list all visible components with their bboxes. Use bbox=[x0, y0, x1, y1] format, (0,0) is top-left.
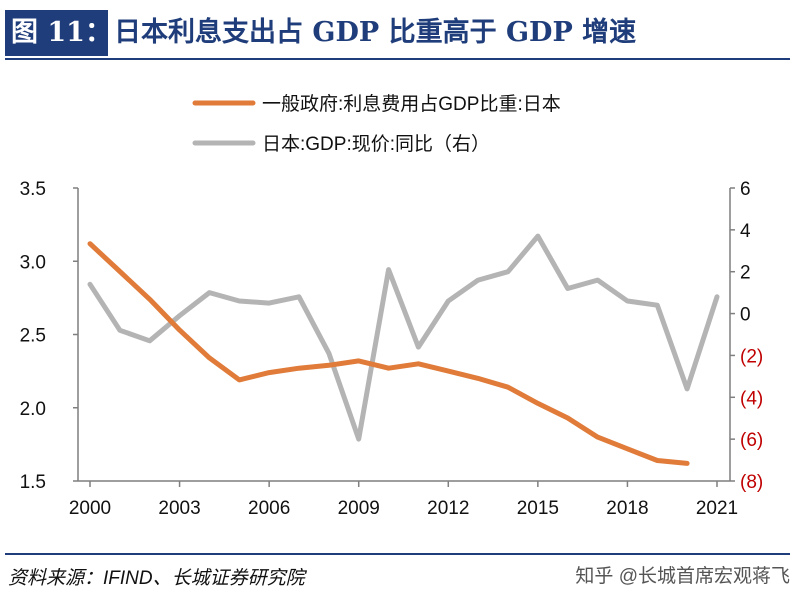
x-axis-tick-label: 2018 bbox=[606, 498, 648, 519]
x-axis-tick-label: 2006 bbox=[248, 498, 290, 519]
series-line-interest-to-gdp bbox=[87, 241, 690, 466]
right-axis-tick-label: 6 bbox=[740, 179, 751, 200]
series-line-gdp-growth bbox=[87, 233, 720, 442]
right-axis-tick-label: 4 bbox=[740, 221, 751, 242]
right-axis-tick-label: (2) bbox=[740, 346, 763, 367]
right-axis-tick-label: (4) bbox=[740, 388, 763, 409]
chart-axes: 1.5 2.0 2.5 3.0 3.5 6 4 2 0 (2) (4) (6) (8) 2000 2003 2… bbox=[20, 179, 764, 519]
left-axis-tick-label: 3.0 bbox=[20, 252, 46, 273]
right-axis-tick-label: 0 bbox=[740, 305, 751, 326]
title-rule bbox=[5, 58, 790, 60]
right-axis-tick-label: (6) bbox=[740, 430, 763, 451]
right-axis-tick-label: (8) bbox=[740, 472, 763, 493]
left-axis-tick-label: 2.0 bbox=[20, 399, 46, 420]
x-axis-tick-label: 2009 bbox=[338, 498, 380, 519]
x-axis-tick-label: 2003 bbox=[158, 498, 200, 519]
x-axis-tick-label: 2021 bbox=[696, 498, 738, 519]
figure-label: 图 11： bbox=[5, 10, 112, 56]
legend-label: 日本:GDP:现价:同比（右） bbox=[262, 133, 490, 155]
left-axis-tick-label: 2.5 bbox=[20, 326, 46, 347]
source-note: 资料来源：IFIND、长城证券研究院 bbox=[8, 568, 305, 589]
x-axis-tick-label: 2000 bbox=[69, 498, 111, 519]
x-axis-tick-label: 2015 bbox=[517, 498, 559, 519]
legend-label: 一般政府:利息费用占GDP比重:日本 bbox=[262, 93, 561, 115]
watermark: 知乎 @长城首席宏观蒋飞 bbox=[575, 566, 790, 587]
right-axis-tick-label: 2 bbox=[740, 263, 751, 284]
page-title: 日本利息支出占 GDP 比重高于 GDP 增速 bbox=[114, 17, 637, 48]
x-axis-tick-label: 2012 bbox=[427, 498, 469, 519]
title-bar: 图 11： 日本利息支出占 GDP 比重高于 GDP 增速 bbox=[0, 10, 790, 56]
left-axis-tick-label: 3.5 bbox=[20, 179, 46, 200]
footer-rule bbox=[5, 553, 790, 555]
chart-lines bbox=[87, 233, 720, 466]
left-axis-tick-label: 1.5 bbox=[20, 472, 46, 493]
